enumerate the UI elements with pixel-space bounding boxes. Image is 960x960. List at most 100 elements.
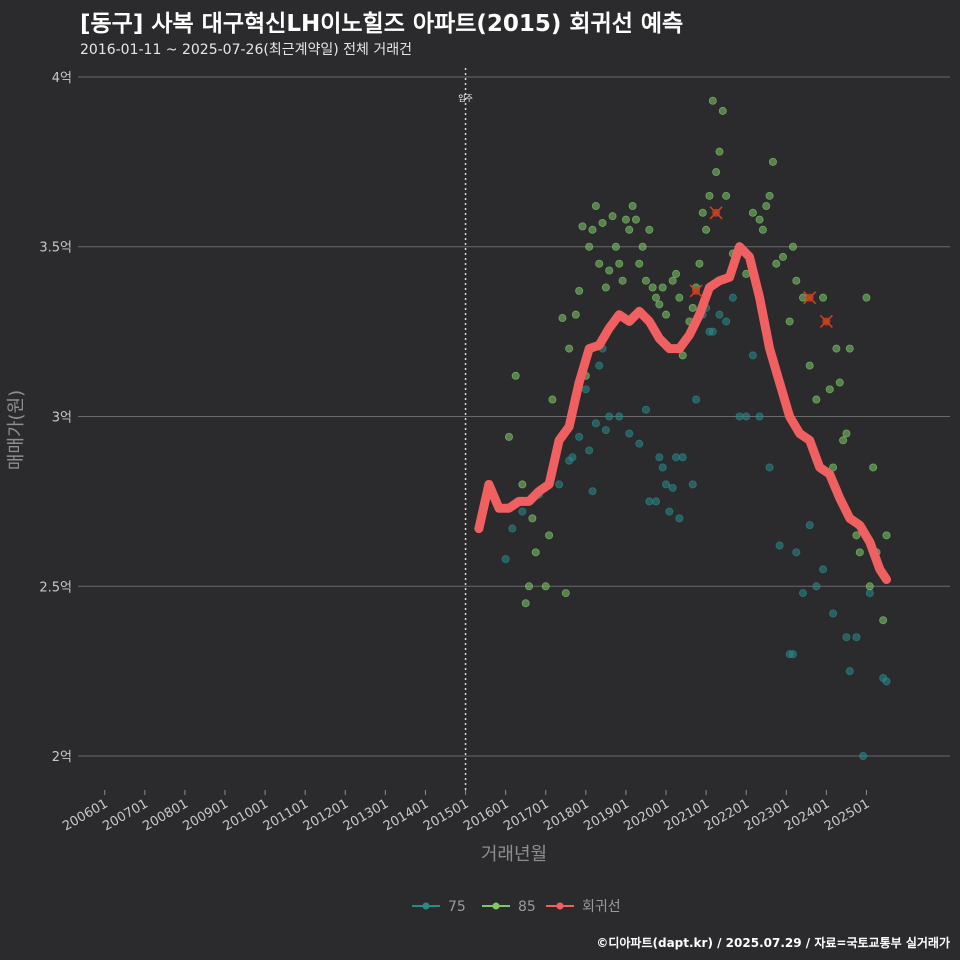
point-75 (651, 497, 660, 506)
x-tick-label: 202201 (702, 796, 752, 834)
point-85 (658, 283, 667, 292)
point-75 (645, 497, 654, 506)
point-85 (578, 222, 587, 231)
point-85 (842, 429, 851, 438)
point-75 (665, 507, 674, 516)
x-tick-label: 201401 (381, 796, 431, 834)
point-85 (778, 252, 787, 261)
x-tick-label: 202401 (782, 796, 832, 834)
point-75 (501, 555, 510, 564)
point-85 (675, 293, 684, 302)
highlight-cross-b (689, 284, 703, 298)
point-85 (651, 293, 660, 302)
point-85 (812, 395, 821, 404)
point-85 (718, 106, 727, 115)
point-75 (508, 524, 517, 533)
point-85 (765, 191, 774, 200)
source-credit: ©디아파트(dapt.kr) / 2025.07.29 / 자료=국토교통부 실… (596, 936, 950, 950)
point-85 (545, 531, 554, 540)
chart-subtitle: 2016-01-11 ~ 2025-07-26(최근계약일) 전체 거래건 (80, 42, 412, 58)
x-tick-label: 202501 (822, 796, 872, 834)
point-75 (728, 293, 737, 302)
point-85 (879, 616, 888, 625)
point-75 (792, 548, 801, 557)
point-85 (518, 480, 527, 489)
point-85 (655, 300, 664, 309)
legend-item-85: 85 (482, 899, 536, 915)
point-75 (655, 453, 664, 462)
y-axis-title: 매매가(원) (6, 390, 27, 470)
point-85 (608, 212, 617, 221)
point-85 (525, 582, 534, 591)
x-tick-label: 200701 (100, 796, 150, 834)
point-75 (748, 351, 757, 360)
legend: 75 85 회귀선 (412, 899, 621, 915)
point-75 (675, 514, 684, 523)
legend-item-회귀선: 회귀선 (546, 899, 621, 915)
point-75 (585, 446, 594, 455)
point-75 (575, 432, 584, 441)
point-85 (601, 283, 610, 292)
point-75 (672, 453, 681, 462)
point-85 (785, 317, 794, 326)
point-75 (852, 633, 861, 642)
x-tick-label: 200901 (181, 796, 231, 834)
point-75 (605, 412, 614, 421)
trend-path (474, 242, 891, 584)
point-85 (678, 351, 687, 360)
y-tick-label: 3억 (52, 411, 72, 426)
point-85 (715, 147, 724, 156)
point-85 (755, 215, 764, 224)
point-85 (575, 286, 584, 295)
point-75 (742, 412, 751, 421)
point-75 (788, 650, 797, 659)
point-85 (635, 259, 644, 268)
point-85 (571, 310, 580, 319)
legend-label: 회귀선 (582, 899, 621, 915)
legend-item-75: 75 (412, 899, 466, 915)
point-85 (768, 157, 777, 166)
point-75 (805, 521, 814, 530)
point-75 (518, 507, 527, 516)
x-tick-label: 202301 (742, 796, 792, 834)
point-85 (641, 276, 650, 285)
point-75 (708, 327, 717, 336)
x-tick-label: 201501 (421, 796, 471, 834)
point-85 (702, 225, 711, 234)
point-85 (688, 303, 697, 312)
trend-line (474, 242, 891, 584)
point-75 (692, 395, 701, 404)
point-75 (722, 317, 731, 326)
point-85 (758, 225, 767, 234)
x-tick-label: 200601 (60, 796, 110, 834)
point-75 (688, 480, 697, 489)
point-75 (859, 752, 868, 761)
series-75-points (501, 293, 891, 761)
point-75 (798, 589, 807, 598)
point-75 (715, 310, 724, 319)
point-85 (605, 266, 614, 275)
x-tick-label: 200801 (140, 796, 190, 834)
highlight-markers (689, 206, 833, 329)
point-85 (511, 371, 520, 380)
point-85 (762, 201, 771, 210)
point-85 (805, 361, 814, 370)
highlight-marker (819, 314, 833, 329)
point-75 (829, 609, 838, 618)
point-75 (755, 412, 764, 421)
point-75 (581, 385, 590, 394)
x-tick-label: 201801 (541, 796, 591, 834)
point-85 (748, 208, 757, 217)
chart-title: [동구] 사복 대구혁신LH이노힐즈 아파트(2015) 회귀선 예측 (80, 11, 684, 37)
x-axis-title: 거래년월 (481, 844, 547, 865)
point-85 (615, 259, 624, 268)
series-85-points (504, 96, 891, 625)
point-85 (855, 548, 864, 557)
point-75 (735, 412, 744, 421)
point-75 (625, 429, 634, 438)
point-85 (772, 259, 781, 268)
highlight-cross-b (819, 314, 833, 329)
point-75 (765, 463, 774, 472)
point-85 (585, 242, 594, 251)
